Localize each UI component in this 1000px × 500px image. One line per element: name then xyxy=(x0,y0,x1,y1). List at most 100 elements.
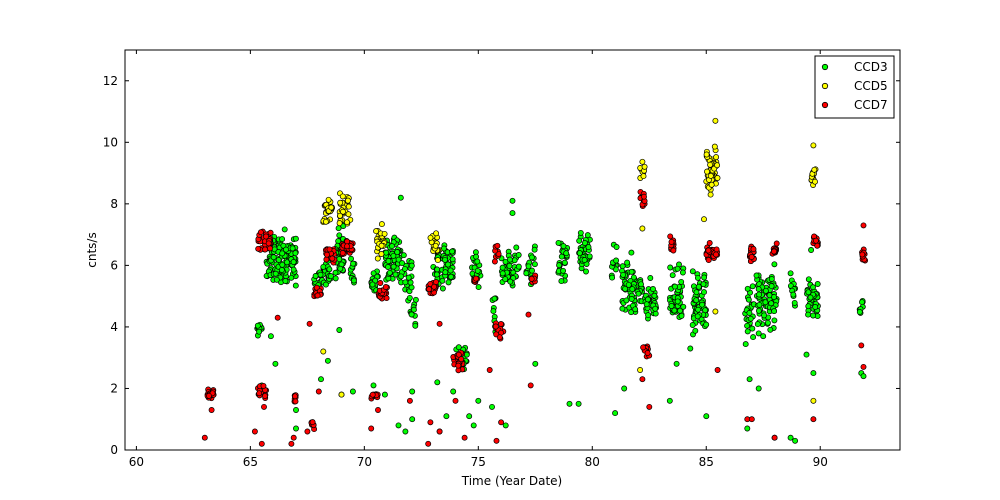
data-point-ccd3 xyxy=(385,258,392,265)
data-point-ccd3 xyxy=(326,266,333,273)
data-point-ccd3 xyxy=(678,312,685,319)
data-point-ccd7 xyxy=(640,344,647,351)
data-point-ccd3 xyxy=(395,256,402,263)
y-tick-label: 4 xyxy=(110,320,118,334)
data-point-ccd5 xyxy=(812,178,818,185)
data-point-ccd3 xyxy=(652,310,659,317)
data-point-ccd3 xyxy=(747,315,754,322)
data-point-ccd3 xyxy=(506,256,513,263)
data-point-ccd3 xyxy=(560,267,567,274)
data-point-ccd3 xyxy=(792,437,799,444)
data-point-ccd3 xyxy=(577,229,584,236)
data-point-ccd3 xyxy=(628,309,635,316)
data-point-ccd7 xyxy=(427,419,434,426)
data-point-ccd7 xyxy=(251,428,258,435)
data-point-ccd3 xyxy=(336,256,343,263)
data-point-ccd3 xyxy=(687,345,694,352)
data-point-ccd3 xyxy=(412,296,419,303)
data-point-ccd3 xyxy=(502,276,509,283)
data-point-ccd3 xyxy=(791,299,798,306)
data-point-ccd3 xyxy=(408,284,415,291)
data-point-ccd3 xyxy=(576,250,583,257)
data-point-ccd3 xyxy=(746,376,753,383)
data-point-ccd5 xyxy=(707,161,714,168)
data-point-ccd3 xyxy=(744,425,751,432)
data-point-ccd3 xyxy=(270,254,277,261)
data-point-ccd3 xyxy=(312,273,319,279)
data-point-ccd7 xyxy=(323,256,330,263)
y-tick-label: 8 xyxy=(110,197,118,211)
data-point-ccd3 xyxy=(254,322,261,329)
data-point-ccd3 xyxy=(402,428,409,435)
data-point-ccd3 xyxy=(694,274,701,281)
data-point-ccd3 xyxy=(515,252,522,258)
data-point-ccd3 xyxy=(619,305,626,312)
data-point-ccd3 xyxy=(499,270,506,277)
legend-marker-ccd7 xyxy=(821,101,829,109)
data-point-ccd3 xyxy=(629,286,636,293)
data-point-ccd3 xyxy=(272,270,279,277)
data-point-ccd3 xyxy=(475,397,482,404)
data-point-ccd5 xyxy=(378,242,385,249)
data-point-ccd3 xyxy=(509,210,516,217)
data-point-ccd7 xyxy=(860,363,867,370)
y-tick-label: 2 xyxy=(110,381,118,395)
data-point-ccd7 xyxy=(859,251,866,258)
data-point-ccd3 xyxy=(563,250,570,257)
data-point-ccd5 xyxy=(712,117,719,124)
data-point-ccd7 xyxy=(263,233,269,240)
data-point-ccd7 xyxy=(706,240,713,246)
data-point-ccd3 xyxy=(807,294,814,301)
data-point-ccd5 xyxy=(704,168,710,175)
data-point-ccd3 xyxy=(409,416,416,423)
data-point-ccd7 xyxy=(436,428,443,435)
data-point-ccd7 xyxy=(261,403,267,410)
data-point-ccd3 xyxy=(433,271,440,278)
data-point-ccd3 xyxy=(805,303,812,310)
data-point-ccd5 xyxy=(373,228,380,235)
data-point-ccd3 xyxy=(445,261,451,268)
data-point-ccd5 xyxy=(340,208,346,215)
data-point-ccd3 xyxy=(805,311,812,318)
data-point-ccd3 xyxy=(317,271,324,278)
data-point-ccd7 xyxy=(304,428,311,435)
data-point-ccd5 xyxy=(345,203,352,210)
data-point-ccd7 xyxy=(814,242,821,249)
data-point-ccd7 xyxy=(292,398,299,405)
data-point-ccd3 xyxy=(699,301,706,308)
y-tick-label: 6 xyxy=(110,258,118,272)
data-point-ccd7 xyxy=(292,393,298,400)
data-point-ccd7 xyxy=(368,425,375,432)
data-point-ccd7 xyxy=(639,376,646,383)
data-point-ccd3 xyxy=(652,305,659,312)
data-point-ccd3 xyxy=(332,275,339,282)
data-point-ccd3 xyxy=(742,341,749,348)
data-point-ccd3 xyxy=(292,250,299,257)
data-point-ccd3 xyxy=(668,303,675,309)
data-point-ccd3 xyxy=(506,262,513,269)
data-point-ccd3 xyxy=(753,272,760,279)
data-point-ccd3 xyxy=(447,267,454,274)
data-point-ccd5 xyxy=(714,162,721,169)
data-point-ccd7 xyxy=(267,245,273,252)
data-point-ccd3 xyxy=(336,232,343,239)
data-point-ccd7 xyxy=(260,382,267,389)
data-point-ccd7 xyxy=(257,229,264,236)
data-point-ccd3 xyxy=(448,273,454,280)
data-point-ccd3 xyxy=(666,397,673,404)
data-point-ccd7 xyxy=(315,388,322,395)
data-point-ccd3 xyxy=(402,279,409,286)
data-point-ccd3 xyxy=(812,304,819,310)
data-point-ccd3 xyxy=(638,281,644,288)
data-point-ccd3 xyxy=(279,261,286,268)
data-point-ccd7 xyxy=(324,251,330,258)
data-point-ccd3 xyxy=(628,296,635,302)
x-tick-label: 80 xyxy=(585,455,600,469)
data-point-ccd3 xyxy=(703,321,710,328)
data-point-ccd3 xyxy=(856,309,863,315)
data-point-ccd7 xyxy=(455,351,462,358)
data-point-ccd7 xyxy=(425,440,432,447)
x-tick-label: 75 xyxy=(471,455,486,469)
data-point-ccd3 xyxy=(502,422,509,429)
data-point-ccd3 xyxy=(754,321,761,328)
